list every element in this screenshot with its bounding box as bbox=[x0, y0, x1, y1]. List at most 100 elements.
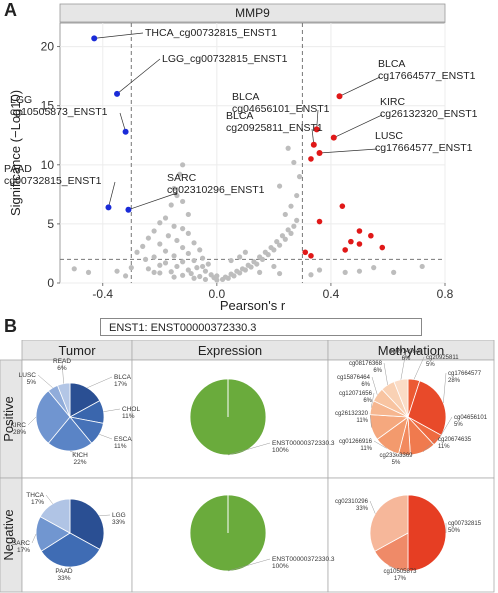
row-header-label: Positive bbox=[1, 396, 16, 442]
ns-point bbox=[157, 241, 163, 247]
ns-point bbox=[191, 240, 197, 246]
ns-point bbox=[180, 198, 186, 205]
pie-label-pct: 6% bbox=[363, 398, 372, 404]
significant-point bbox=[342, 247, 348, 253]
panel-b-letter: B bbox=[4, 316, 17, 336]
pie-label-leader bbox=[371, 376, 378, 395]
ns-point bbox=[296, 174, 303, 180]
ns-point bbox=[276, 183, 283, 189]
ns-point bbox=[180, 244, 186, 251]
ns-point bbox=[202, 268, 209, 274]
pie-label-pct: 11% bbox=[438, 444, 450, 450]
labeled-point bbox=[313, 126, 320, 133]
ns-point bbox=[419, 263, 425, 270]
pie-label-pct: 11% bbox=[356, 418, 368, 424]
pie-label-leader bbox=[373, 440, 387, 449]
ns-point bbox=[282, 236, 288, 242]
significant-point bbox=[339, 203, 346, 209]
pie-label-name: LGG bbox=[112, 512, 126, 519]
pie-label-pct: 6% bbox=[57, 365, 67, 372]
column-header-label: Tumor bbox=[58, 343, 96, 358]
pie-label-pct: 17% bbox=[114, 381, 127, 388]
pie-label-name: cg23303369 bbox=[379, 453, 413, 459]
label-leader-line bbox=[339, 76, 381, 97]
pie-label-leader bbox=[87, 376, 113, 388]
ns-point bbox=[165, 233, 171, 239]
pie-label-leader bbox=[400, 350, 407, 380]
pie-label-pct: 5% bbox=[27, 379, 37, 386]
pie-label-pct: 33% bbox=[112, 519, 125, 526]
pie-label-name: ENST00000372330.3 bbox=[272, 556, 335, 563]
x-tick-label: 0.8 bbox=[437, 287, 454, 301]
ns-point bbox=[205, 261, 211, 267]
pie-label-pct: 17% bbox=[17, 547, 30, 554]
ns-point bbox=[180, 259, 186, 265]
ns-point bbox=[242, 249, 248, 255]
ns-point bbox=[151, 269, 157, 275]
label-leader-line bbox=[119, 112, 126, 132]
panel-a-letter: A bbox=[4, 0, 17, 20]
significant-point bbox=[368, 232, 374, 239]
labeled-point bbox=[330, 134, 337, 141]
pie-label-pct: 22% bbox=[73, 459, 86, 466]
label-leader-line bbox=[108, 181, 116, 208]
pie-label-name: THCA bbox=[26, 492, 44, 499]
ns-point bbox=[257, 269, 263, 275]
ns-point bbox=[142, 256, 149, 262]
ns-point bbox=[128, 265, 134, 271]
ns-point bbox=[174, 263, 180, 270]
pie-label-pct: 17% bbox=[31, 499, 44, 506]
pie-label-leader bbox=[383, 362, 388, 385]
significant-point bbox=[348, 238, 354, 245]
pie-label-leader bbox=[369, 412, 372, 428]
pie-label-leader bbox=[227, 558, 271, 572]
ns-point bbox=[171, 253, 177, 259]
pie-label-name: PAAD bbox=[55, 568, 73, 575]
ns-point bbox=[391, 269, 397, 275]
ns-point bbox=[174, 237, 180, 244]
y-tick-label: 5 bbox=[47, 217, 54, 231]
point-label: SARC cg02310296_ENST1 bbox=[167, 172, 265, 196]
labeled-point bbox=[125, 206, 132, 213]
significant-point bbox=[316, 218, 323, 225]
pie-label-name: cg17664577 bbox=[448, 371, 482, 377]
point-label: LUSC cg17664577_ENST1 bbox=[375, 130, 473, 154]
label-leader-line bbox=[94, 32, 144, 39]
point-label: BLCA cg17664577_ENST1 bbox=[378, 58, 476, 82]
ns-point bbox=[288, 203, 294, 209]
pie-label-pct: 5% bbox=[392, 460, 401, 466]
ns-point bbox=[171, 274, 177, 280]
pie-slice bbox=[47, 416, 93, 452]
pie-label-name: LUSC bbox=[19, 372, 37, 379]
pie-label-leader bbox=[61, 360, 64, 384]
pie-label-name: CHOL bbox=[122, 406, 140, 413]
ns-point bbox=[316, 267, 323, 273]
ns-point bbox=[134, 249, 140, 255]
x-tick-label: 0.4 bbox=[323, 287, 340, 301]
pie-label-leader bbox=[227, 442, 271, 456]
pie-label-leader bbox=[103, 408, 121, 412]
pie-label-name: cg15876464 bbox=[337, 375, 371, 381]
ns-point bbox=[257, 254, 263, 260]
pie-label-leader bbox=[370, 392, 375, 408]
pie-label-name: cg26132320 bbox=[335, 411, 369, 417]
pie-label-name: cg01266916 bbox=[339, 439, 373, 445]
pie-label-leader bbox=[369, 500, 376, 514]
significant-point bbox=[356, 228, 363, 234]
ns-point bbox=[214, 273, 220, 279]
ns-point bbox=[356, 268, 363, 274]
label-leader-line bbox=[319, 148, 378, 154]
pie-label-leader bbox=[37, 374, 53, 388]
ns-point bbox=[274, 239, 280, 245]
pie-slice bbox=[69, 498, 105, 550]
pie-slice bbox=[40, 532, 101, 568]
pie-slice bbox=[35, 390, 71, 444]
significant-point bbox=[302, 249, 309, 256]
ns-point bbox=[234, 268, 240, 274]
x-tick-label: 0.0 bbox=[209, 287, 226, 301]
labeled-point bbox=[114, 90, 121, 97]
pie-label-pct: 33% bbox=[57, 575, 70, 582]
enst-legend: ENST1: ENST00000372330.3 bbox=[100, 318, 422, 336]
ns-point bbox=[371, 265, 377, 271]
